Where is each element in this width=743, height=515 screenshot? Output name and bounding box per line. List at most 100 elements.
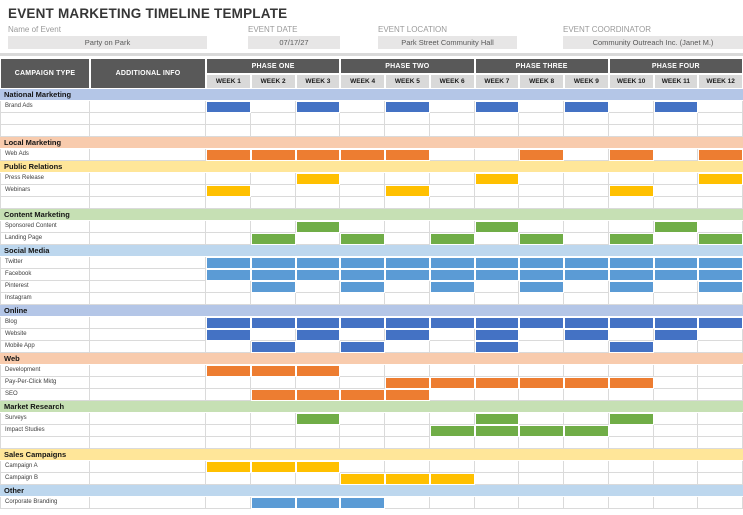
timeline-cell[interactable] bbox=[295, 113, 341, 125]
additional-info-cell[interactable] bbox=[90, 413, 206, 425]
timeline-cell[interactable] bbox=[206, 149, 251, 161]
timeline-cell[interactable] bbox=[250, 221, 296, 233]
timeline-cell[interactable] bbox=[474, 413, 520, 425]
timeline-cell[interactable] bbox=[250, 185, 296, 197]
timeline-cell[interactable] bbox=[295, 317, 341, 329]
timeline-cell[interactable] bbox=[340, 185, 385, 197]
timeline-cell[interactable] bbox=[608, 149, 654, 161]
additional-info-cell[interactable] bbox=[90, 461, 206, 473]
timeline-cell[interactable] bbox=[206, 497, 251, 509]
timeline-cell[interactable] bbox=[340, 149, 385, 161]
timeline-cell[interactable] bbox=[608, 377, 654, 389]
timeline-cell[interactable] bbox=[519, 233, 564, 245]
timeline-cell[interactable] bbox=[385, 413, 430, 425]
timeline-cell[interactable] bbox=[653, 497, 699, 509]
timeline-cell[interactable] bbox=[250, 497, 296, 509]
additional-info-cell[interactable] bbox=[90, 101, 206, 113]
timeline-cell[interactable] bbox=[250, 389, 296, 401]
timeline-cell[interactable] bbox=[608, 269, 654, 281]
timeline-cell[interactable] bbox=[564, 425, 609, 437]
timeline-cell[interactable] bbox=[608, 365, 654, 377]
timeline-cell[interactable] bbox=[608, 293, 654, 305]
timeline-cell[interactable] bbox=[564, 317, 609, 329]
timeline-cell[interactable] bbox=[429, 329, 475, 341]
timeline-cell[interactable] bbox=[250, 281, 296, 293]
timeline-cell[interactable] bbox=[429, 221, 475, 233]
timeline-cell[interactable] bbox=[608, 425, 654, 437]
additional-info-cell[interactable] bbox=[90, 425, 206, 437]
timeline-cell[interactable] bbox=[653, 437, 699, 449]
timeline-cell[interactable] bbox=[295, 329, 341, 341]
timeline-cell[interactable] bbox=[608, 473, 654, 485]
timeline-cell[interactable] bbox=[698, 365, 743, 377]
timeline-cell[interactable] bbox=[429, 257, 475, 269]
timeline-cell[interactable] bbox=[698, 113, 743, 125]
timeline-cell[interactable] bbox=[429, 293, 475, 305]
timeline-cell[interactable] bbox=[250, 317, 296, 329]
timeline-cell[interactable] bbox=[206, 425, 251, 437]
timeline-cell[interactable] bbox=[608, 389, 654, 401]
timeline-cell[interactable] bbox=[698, 425, 743, 437]
timeline-cell[interactable] bbox=[474, 125, 520, 137]
timeline-cell[interactable] bbox=[250, 413, 296, 425]
timeline-cell[interactable] bbox=[653, 389, 699, 401]
timeline-cell[interactable] bbox=[653, 281, 699, 293]
timeline-cell[interactable] bbox=[698, 497, 743, 509]
timeline-cell[interactable] bbox=[653, 293, 699, 305]
timeline-cell[interactable] bbox=[474, 461, 520, 473]
timeline-cell[interactable] bbox=[206, 269, 251, 281]
timeline-cell[interactable] bbox=[474, 185, 520, 197]
timeline-cell[interactable] bbox=[340, 377, 385, 389]
timeline-cell[interactable] bbox=[340, 365, 385, 377]
timeline-cell[interactable] bbox=[295, 437, 341, 449]
timeline-cell[interactable] bbox=[206, 173, 251, 185]
timeline-cell[interactable] bbox=[340, 461, 385, 473]
timeline-cell[interactable] bbox=[206, 377, 251, 389]
timeline-cell[interactable] bbox=[429, 281, 475, 293]
timeline-cell[interactable] bbox=[698, 437, 743, 449]
timeline-cell[interactable] bbox=[429, 341, 475, 353]
timeline-cell[interactable] bbox=[564, 497, 609, 509]
timeline-cell[interactable] bbox=[474, 365, 520, 377]
timeline-cell[interactable] bbox=[206, 125, 251, 137]
timeline-cell[interactable] bbox=[340, 341, 385, 353]
timeline-cell[interactable] bbox=[385, 221, 430, 233]
timeline-cell[interactable] bbox=[295, 473, 341, 485]
timeline-cell[interactable] bbox=[295, 101, 341, 113]
timeline-cell[interactable] bbox=[653, 473, 699, 485]
timeline-cell[interactable] bbox=[385, 473, 430, 485]
timeline-cell[interactable] bbox=[385, 317, 430, 329]
timeline-cell[interactable] bbox=[340, 497, 385, 509]
timeline-cell[interactable] bbox=[698, 125, 743, 137]
timeline-cell[interactable] bbox=[295, 365, 341, 377]
timeline-cell[interactable] bbox=[429, 113, 475, 125]
timeline-cell[interactable] bbox=[385, 197, 430, 209]
timeline-cell[interactable] bbox=[519, 269, 564, 281]
timeline-cell[interactable] bbox=[474, 113, 520, 125]
timeline-cell[interactable] bbox=[250, 149, 296, 161]
timeline-cell[interactable] bbox=[608, 341, 654, 353]
timeline-cell[interactable] bbox=[429, 173, 475, 185]
timeline-cell[interactable] bbox=[564, 257, 609, 269]
timeline-cell[interactable] bbox=[608, 101, 654, 113]
timeline-cell[interactable] bbox=[385, 269, 430, 281]
timeline-cell[interactable] bbox=[385, 101, 430, 113]
timeline-cell[interactable] bbox=[653, 341, 699, 353]
additional-info-cell[interactable] bbox=[90, 473, 206, 485]
timeline-cell[interactable] bbox=[698, 317, 743, 329]
timeline-cell[interactable] bbox=[295, 149, 341, 161]
timeline-cell[interactable] bbox=[474, 293, 520, 305]
timeline-cell[interactable] bbox=[340, 473, 385, 485]
additional-info-cell[interactable] bbox=[90, 257, 206, 269]
additional-info-cell[interactable] bbox=[90, 341, 206, 353]
additional-info-cell[interactable] bbox=[90, 377, 206, 389]
timeline-cell[interactable] bbox=[474, 389, 520, 401]
timeline-cell[interactable] bbox=[698, 221, 743, 233]
timeline-cell[interactable] bbox=[653, 461, 699, 473]
timeline-cell[interactable] bbox=[206, 221, 251, 233]
timeline-cell[interactable] bbox=[206, 293, 251, 305]
timeline-cell[interactable] bbox=[250, 425, 296, 437]
timeline-cell[interactable] bbox=[519, 389, 564, 401]
timeline-cell[interactable] bbox=[206, 113, 251, 125]
timeline-cell[interactable] bbox=[474, 233, 520, 245]
